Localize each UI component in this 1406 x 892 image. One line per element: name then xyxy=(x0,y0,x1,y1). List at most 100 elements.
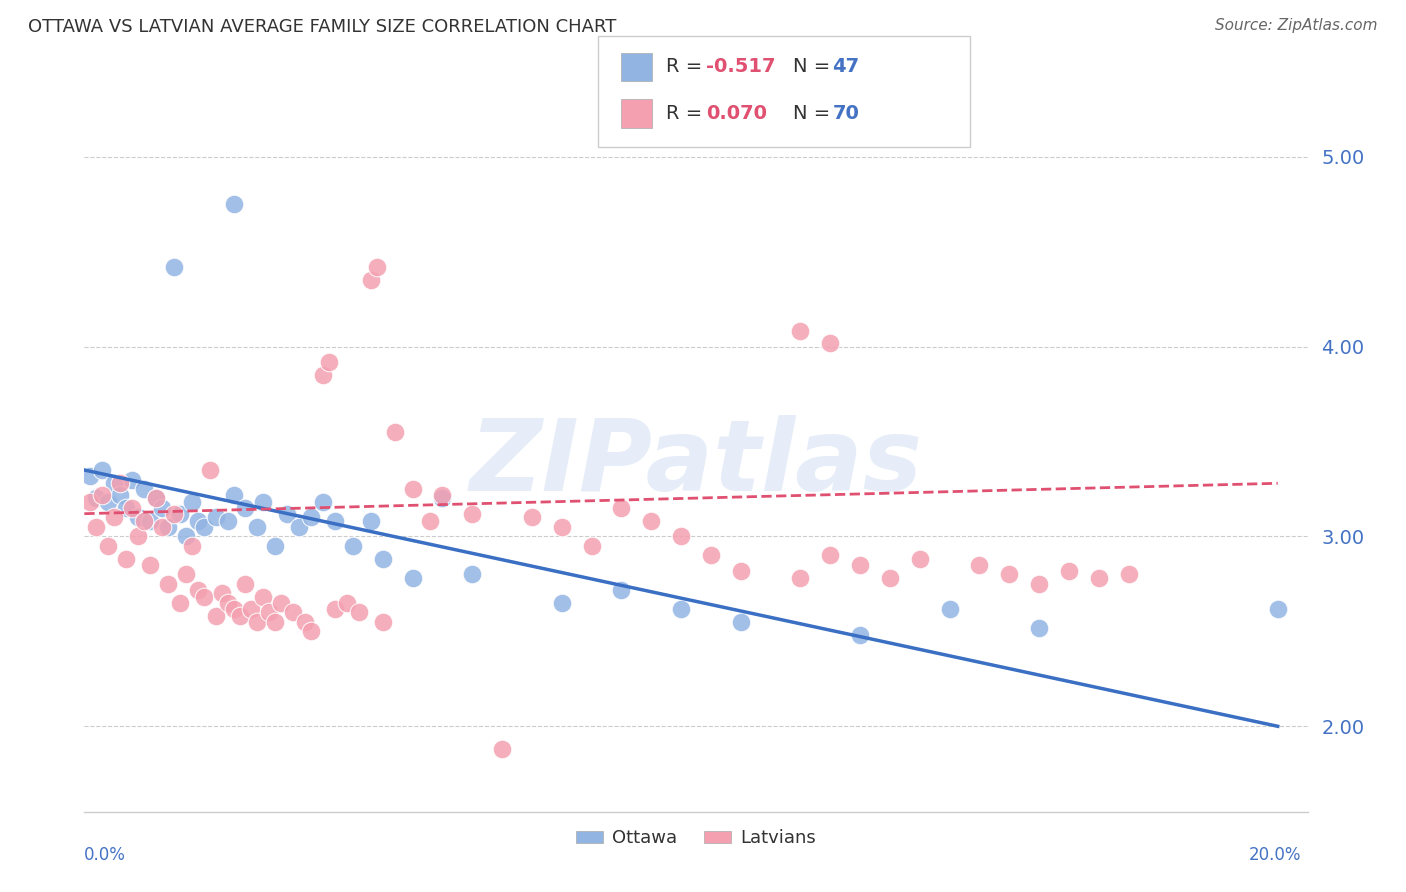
Point xyxy=(156,520,179,534)
Point xyxy=(323,514,346,528)
Legend: Ottawa, Latvians: Ottawa, Latvians xyxy=(568,822,824,855)
Point xyxy=(610,582,633,597)
Point xyxy=(97,539,120,553)
Point xyxy=(789,571,811,585)
Point xyxy=(461,567,484,582)
Point xyxy=(730,564,752,578)
Point xyxy=(491,742,513,756)
Point xyxy=(432,488,454,502)
Point xyxy=(1087,571,1109,585)
Point xyxy=(270,596,292,610)
Point xyxy=(360,273,382,287)
Point xyxy=(1028,577,1050,591)
Point xyxy=(174,567,197,582)
Point xyxy=(276,507,298,521)
Point xyxy=(132,514,155,528)
Point xyxy=(103,476,125,491)
Point xyxy=(669,601,692,615)
Point xyxy=(551,520,574,534)
Point xyxy=(121,500,143,515)
Point xyxy=(669,529,692,543)
Point xyxy=(610,500,633,515)
Point xyxy=(156,577,179,591)
Point xyxy=(938,601,960,615)
Point xyxy=(79,495,101,509)
Point xyxy=(222,488,245,502)
Point xyxy=(1118,567,1140,582)
Point xyxy=(461,507,484,521)
Point xyxy=(222,197,245,211)
Point xyxy=(235,500,257,515)
Point xyxy=(240,601,263,615)
Text: -0.517: -0.517 xyxy=(706,57,775,77)
Point xyxy=(252,495,274,509)
Point xyxy=(163,507,186,521)
Point xyxy=(849,628,872,642)
Point xyxy=(180,495,202,509)
Point xyxy=(371,552,394,566)
Point xyxy=(401,482,423,496)
Text: 70: 70 xyxy=(832,103,859,123)
Point xyxy=(264,539,287,553)
Point xyxy=(998,567,1021,582)
Text: 20.0%: 20.0% xyxy=(1249,846,1302,863)
Point xyxy=(127,510,149,524)
Point xyxy=(193,520,215,534)
Point xyxy=(1057,564,1080,578)
Text: R =: R = xyxy=(666,103,709,123)
Point xyxy=(204,609,226,624)
Point xyxy=(360,514,382,528)
Point xyxy=(1267,601,1289,615)
Point xyxy=(79,468,101,483)
Text: N =: N = xyxy=(793,103,837,123)
Point xyxy=(246,520,269,534)
Point xyxy=(312,495,335,509)
Point xyxy=(163,260,186,274)
Point xyxy=(150,500,173,515)
Point xyxy=(103,510,125,524)
Text: N =: N = xyxy=(793,57,837,77)
Point xyxy=(419,514,441,528)
Point xyxy=(640,514,662,528)
Point xyxy=(789,325,811,339)
Point xyxy=(1028,621,1050,635)
Point xyxy=(323,601,346,615)
Point xyxy=(432,491,454,506)
Point xyxy=(336,596,359,610)
Point xyxy=(145,491,167,506)
Point xyxy=(150,520,173,534)
Text: 47: 47 xyxy=(832,57,859,77)
Text: OTTAWA VS LATVIAN AVERAGE FAMILY SIZE CORRELATION CHART: OTTAWA VS LATVIAN AVERAGE FAMILY SIZE CO… xyxy=(28,18,616,36)
Text: ZIPatlas: ZIPatlas xyxy=(470,416,922,512)
Point xyxy=(969,558,991,572)
Point xyxy=(581,539,603,553)
Text: 0.070: 0.070 xyxy=(706,103,766,123)
Point xyxy=(264,615,287,629)
Point xyxy=(180,539,202,553)
Point xyxy=(401,571,423,585)
Point xyxy=(115,500,138,515)
Point xyxy=(204,510,226,524)
Point xyxy=(108,476,131,491)
Point xyxy=(384,425,406,439)
Point xyxy=(700,549,723,563)
Point xyxy=(139,514,162,528)
Point xyxy=(91,463,114,477)
Point xyxy=(299,510,322,524)
Point xyxy=(228,609,250,624)
Point xyxy=(371,615,394,629)
Point xyxy=(294,615,316,629)
Point xyxy=(818,549,841,563)
Point xyxy=(252,591,274,605)
Point xyxy=(299,624,322,639)
Point xyxy=(115,552,138,566)
Text: 0.0%: 0.0% xyxy=(84,846,127,863)
Point xyxy=(145,491,167,506)
Point xyxy=(366,260,388,274)
Point xyxy=(108,488,131,502)
Point xyxy=(283,606,305,620)
Point xyxy=(139,558,162,572)
Point xyxy=(84,491,107,506)
Point xyxy=(169,596,191,610)
Point xyxy=(198,463,221,477)
